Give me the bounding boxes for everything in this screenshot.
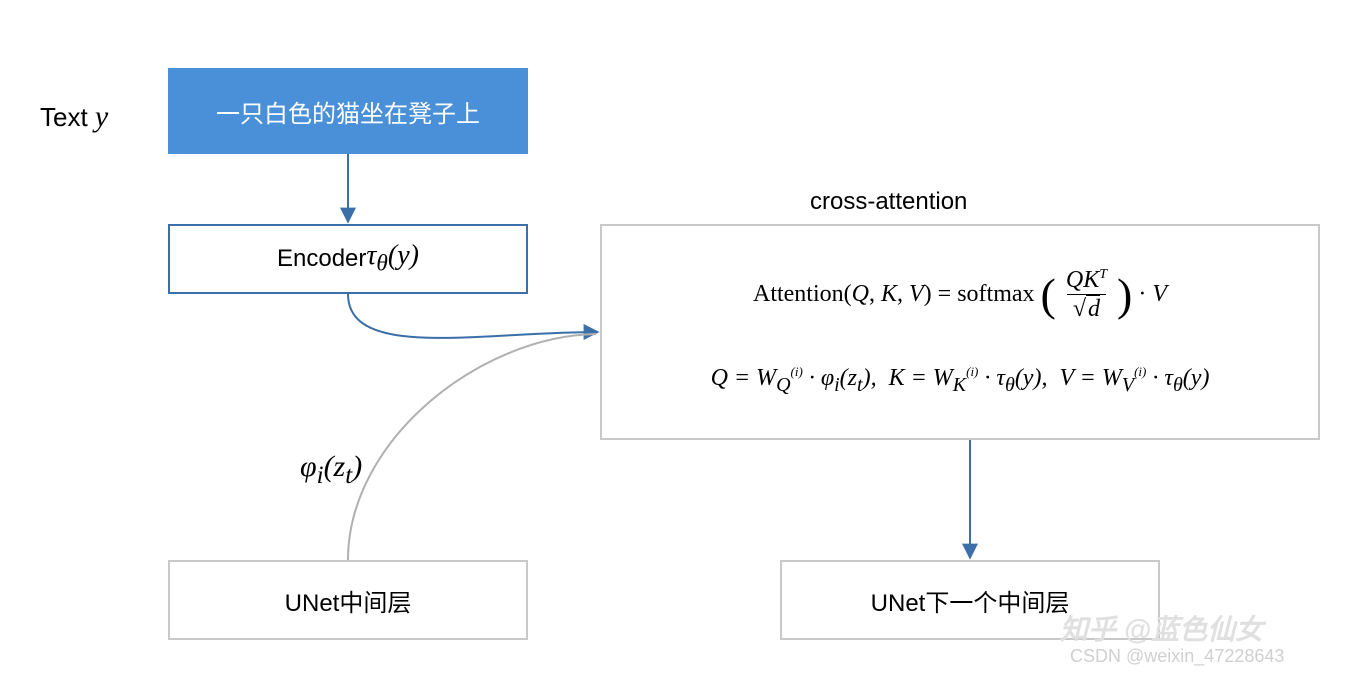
cross-attention-title: cross-attention	[810, 188, 967, 216]
edge-encoder-attention	[348, 294, 598, 338]
watermark-csdn: CSDN @weixin_47228643	[1070, 646, 1284, 667]
encoder-box: Encoder τθ(y)	[168, 224, 528, 294]
text-y-prefix: Text	[40, 102, 95, 132]
attention-line1: Attention(Q, K, V) = softmax ( QKT √d ) …	[753, 268, 1167, 321]
prompt-text: 一只白色的猫坐在凳子上	[216, 94, 480, 129]
edge-unet-attention	[348, 334, 596, 560]
attention-line2: Q = WQ(i) · φi(zt), K = WK(i) · τθ(y), V…	[711, 364, 1210, 397]
unet-mid-box: UNet中间层	[168, 560, 528, 640]
text-y-label: Text y	[40, 100, 108, 134]
encoder-math: τθ(y)	[366, 240, 419, 278]
unet-next-box: UNet下一个中间层	[780, 560, 1160, 640]
prompt-box: 一只白色的猫坐在凳子上	[168, 68, 528, 154]
text-y-var: y	[95, 100, 108, 133]
encoder-prefix: Encoder	[277, 245, 366, 273]
phi-label: φi(zt)	[300, 450, 362, 490]
unet-mid-text: UNet中间层	[285, 583, 412, 618]
attention-box: Attention(Q, K, V) = softmax ( QKT √d ) …	[600, 224, 1320, 440]
unet-next-text: UNet下一个中间层	[871, 583, 1070, 618]
